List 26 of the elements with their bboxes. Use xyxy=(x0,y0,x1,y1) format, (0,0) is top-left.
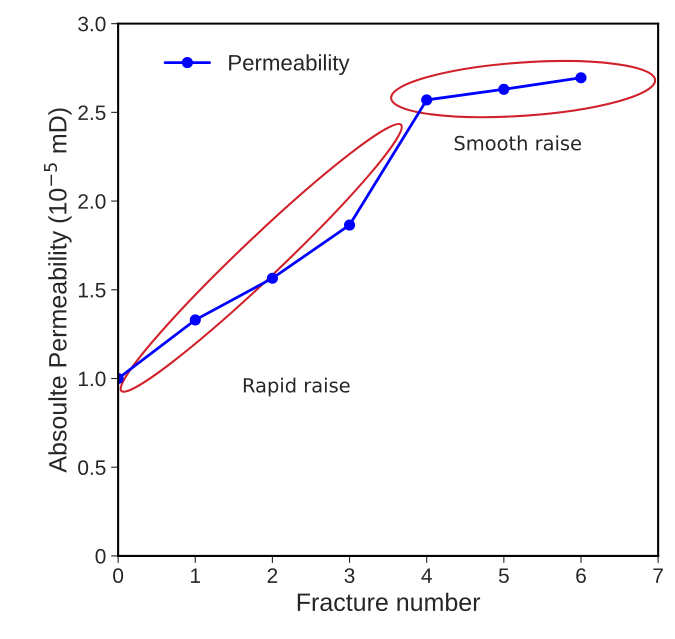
x-tick-label: 3 xyxy=(344,568,354,584)
point xyxy=(344,219,356,231)
y-tick-label: 0 xyxy=(96,548,106,564)
x-tick-label: 1 xyxy=(191,568,200,583)
y-axis-title: Absoulte Permeability (10$^{−5}$ mD) xyxy=(44,108,72,473)
point xyxy=(575,72,587,84)
annotation: Smooth raise xyxy=(454,135,581,150)
x-tick-label: 0 xyxy=(113,568,124,584)
x-axis-title: Fracture number xyxy=(298,592,480,612)
point xyxy=(266,272,278,284)
y-tick-label: 2.0 xyxy=(78,194,106,209)
y-tick-label: 2.5 xyxy=(78,105,106,120)
point xyxy=(421,94,432,106)
y-tick-label: 1.0 xyxy=(78,372,106,386)
x-tick-label: 6 xyxy=(576,568,586,584)
legend-label: Permeability xyxy=(229,54,350,76)
y-tick-label: 0.5 xyxy=(78,460,106,475)
y-tick-label: 1.5 xyxy=(78,283,106,298)
x-tick-label: 5 xyxy=(498,568,509,584)
x-tick-label: 7 xyxy=(653,568,663,583)
x-tick-label: 4 xyxy=(421,568,432,583)
point xyxy=(498,84,510,95)
x-tick-label: 2 xyxy=(268,568,278,583)
point xyxy=(190,314,201,326)
y-tick-label: 3.0 xyxy=(78,16,106,32)
annotation: Rapid raise xyxy=(244,378,350,396)
